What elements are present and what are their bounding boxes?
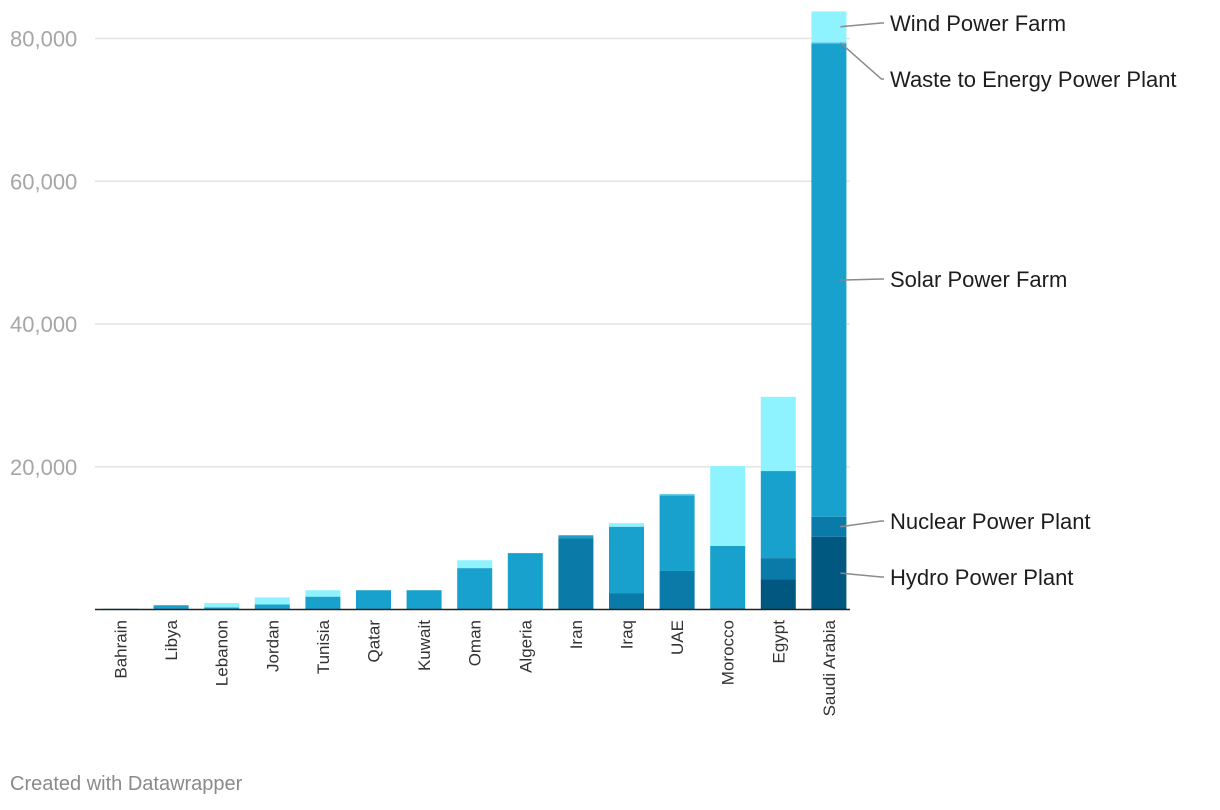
x-category-label: Bahrain xyxy=(112,620,131,679)
bar-libya xyxy=(153,605,189,610)
bar-egypt xyxy=(760,396,796,610)
gridlines xyxy=(95,37,850,468)
bar-segment-libya-solar-power-farm xyxy=(153,605,189,610)
x-category-label: UAE xyxy=(668,620,687,655)
y-tick-label: 80,000 xyxy=(10,27,77,52)
bar-segment-qatar-solar-power-farm xyxy=(356,590,391,610)
bar-segment-saudi-arabia-nuclear-power-plant xyxy=(811,516,847,537)
bar-segment-iran-nuclear-power-plant xyxy=(558,538,594,610)
bar-segment-oman-wind-power-farm xyxy=(457,560,493,569)
bar-algeria xyxy=(507,553,543,610)
bar-segment-iraq-nuclear-power-plant xyxy=(609,593,644,610)
bar-segment-uae-solar-power-farm xyxy=(659,495,695,571)
series-name: Nuclear Power Plant xyxy=(890,509,1091,534)
x-category-label: Oman xyxy=(466,620,485,666)
bar-iran xyxy=(558,535,594,610)
series-name: Wind Power Farm xyxy=(890,11,1066,36)
bar-morocco xyxy=(710,466,746,610)
y-tick-label: 40,000 xyxy=(10,312,77,337)
bar-oman xyxy=(457,560,493,610)
x-category-label: Kuwait xyxy=(415,620,434,671)
bar-segment-iraq-solar-power-farm xyxy=(609,526,644,594)
bar-tunisia xyxy=(305,590,341,610)
y-axis-tick-labels: 20,000 40,000 60,000 80,000 xyxy=(10,27,77,480)
bar-segment-oman-solar-power-farm xyxy=(457,568,493,610)
x-category-label: Libya xyxy=(162,619,181,660)
leader-line xyxy=(840,572,884,578)
bar-segment-egypt-wind-power-farm xyxy=(760,396,796,472)
bar-uae xyxy=(659,493,695,610)
bar-segment-uae-nuclear-power-plant xyxy=(659,570,695,610)
series-labels: Hydro Power Plant Nuclear Power Plant Sola… xyxy=(839,11,1177,590)
bar-jordan xyxy=(254,597,290,610)
bar-saudi-arabia xyxy=(811,11,847,610)
series-label-nuclear-power-plant: Nuclear Power Plant xyxy=(840,509,1091,534)
bar-segment-algeria-solar-power-farm xyxy=(507,553,543,610)
series-label-wind-power-farm: Wind Power Farm xyxy=(840,11,1066,36)
y-tick-label: 20,000 xyxy=(10,455,77,480)
series-label-hydro-power-plant: Hydro Power Plant xyxy=(840,565,1073,590)
leader-line xyxy=(840,22,884,28)
bar-segment-egypt-nuclear-power-plant xyxy=(760,558,796,580)
bar-segment-egypt-hydro-power-plant xyxy=(760,579,796,610)
series-name: Waste to Energy Power Plant xyxy=(890,67,1177,92)
x-category-label: Lebanon xyxy=(213,620,232,686)
leader-line xyxy=(840,278,884,281)
series-label-waste-to-energy-power-plant: Waste to Energy Power Plant xyxy=(839,42,1177,92)
x-category-label: Tunisia xyxy=(314,619,333,674)
y-tick-label: 60,000 xyxy=(10,169,77,194)
bar-segment-lebanon-wind-power-farm xyxy=(204,603,240,608)
bar-kuwait xyxy=(406,590,442,610)
bars xyxy=(103,11,847,610)
bar-segment-iraq-wind-power-farm xyxy=(609,523,644,527)
bar-iraq xyxy=(609,523,644,610)
bar-qatar xyxy=(356,590,391,610)
bar-segment-jordan-solar-power-farm xyxy=(254,604,290,610)
series-name: Hydro Power Plant xyxy=(890,565,1073,590)
bar-segment-lebanon-solar-power-farm xyxy=(204,607,240,610)
bar-segment-jordan-wind-power-farm xyxy=(254,597,290,605)
bar-lebanon xyxy=(204,603,240,610)
x-category-label: Qatar xyxy=(365,620,384,663)
x-category-label: Iran xyxy=(567,620,586,649)
bar-segment-iran-solar-power-farm xyxy=(558,535,594,539)
x-category-label: Jordan xyxy=(263,620,282,672)
leader-line xyxy=(839,42,884,80)
x-axis-category-labels: Bahrain Libya Lebanon Jordan Tunisia Qatar Kuw… xyxy=(112,619,839,716)
x-category-label: Algeria xyxy=(516,619,535,672)
x-category-label: Saudi Arabia xyxy=(820,619,839,716)
bar-segment-uae-waste-to-energy-power-plant xyxy=(659,493,695,496)
credit-text: Created with Datawrapper xyxy=(10,773,243,795)
x-category-label: Morocco xyxy=(719,620,738,685)
bar-segment-kuwait-solar-power-farm xyxy=(406,590,442,610)
bar-segment-egypt-solar-power-farm xyxy=(760,471,796,559)
bar-segment-morocco-solar-power-farm xyxy=(710,545,746,609)
x-category-label: Egypt xyxy=(769,620,788,664)
leader-line xyxy=(840,520,884,528)
series-label-solar-power-farm: Solar Power Farm xyxy=(840,267,1067,292)
bar-segment-tunisia-solar-power-farm xyxy=(305,596,341,610)
bar-segment-saudi-arabia-waste-to-energy-power-plant xyxy=(811,42,847,44)
bar-segment-tunisia-wind-power-farm xyxy=(305,590,341,597)
bar-segment-morocco-wind-power-farm xyxy=(710,466,746,546)
series-name: Solar Power Farm xyxy=(890,267,1067,292)
x-category-label: Iraq xyxy=(618,620,637,649)
